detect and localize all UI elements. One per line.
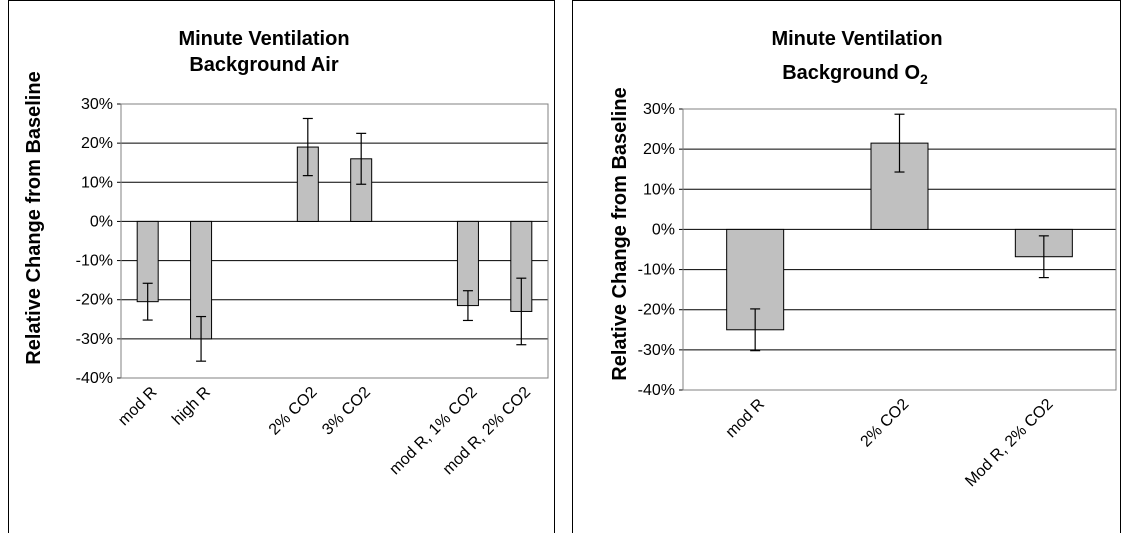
y-tick-label: -40%: [638, 382, 675, 399]
y-tick-label: 10%: [81, 174, 113, 191]
chart-title-line-2: Background Air: [189, 54, 338, 76]
chart-title-line-2: Background O2: [782, 62, 928, 87]
y-tick-label: 10%: [643, 181, 675, 198]
y-tick-label: -20%: [76, 292, 113, 309]
category-label: mod R, 1% CO2: [386, 384, 480, 478]
y-tick-label: 20%: [81, 135, 113, 152]
chart-air: Minute Ventilation Background Air Relati…: [23, 28, 549, 478]
chart-o2: Minute Ventilation Background O2 Relativ…: [609, 28, 1117, 490]
category-label: mod R: [115, 384, 160, 429]
y-tick-label: 0%: [90, 213, 113, 230]
y-tick-label: 30%: [81, 96, 113, 113]
y-tick-label: -20%: [638, 302, 675, 319]
y-tick-label: 0%: [652, 221, 675, 238]
chart-title-subscript: 2: [920, 71, 928, 87]
category-label: Mod R, 2% CO2: [962, 396, 1056, 490]
y-tick-label: -10%: [638, 262, 675, 279]
y-tick-label: -30%: [76, 331, 113, 348]
category-label: 3% CO2: [319, 384, 374, 439]
y-axis-label: Relative Change from Baseline: [609, 87, 631, 380]
chart-title-line-1: Minute Ventilation: [771, 28, 942, 50]
chart-title-line-1: Minute Ventilation: [178, 28, 349, 50]
plot-area: [682, 108, 1117, 391]
chart-panel-air: Minute Ventilation Background Air Relati…: [8, 0, 555, 533]
y-tick-label: -30%: [638, 342, 675, 359]
category-label: 2% CO2: [266, 384, 321, 439]
category-label: 2% CO2: [858, 396, 913, 451]
chart-panel-o2: Minute Ventilation Background O2 Relativ…: [572, 0, 1121, 533]
category-label: mod R: [723, 396, 768, 441]
y-tick-label: -40%: [76, 370, 113, 387]
chart-title-line-2-text: Background O: [782, 62, 920, 84]
y-tick-label: 30%: [643, 101, 675, 118]
y-axis-label: Relative Change from Baseline: [23, 71, 45, 364]
y-tick-label: -10%: [76, 253, 113, 270]
plot-area: [120, 103, 549, 379]
category-label: high R: [169, 384, 214, 429]
y-tick-label: 20%: [643, 141, 675, 158]
